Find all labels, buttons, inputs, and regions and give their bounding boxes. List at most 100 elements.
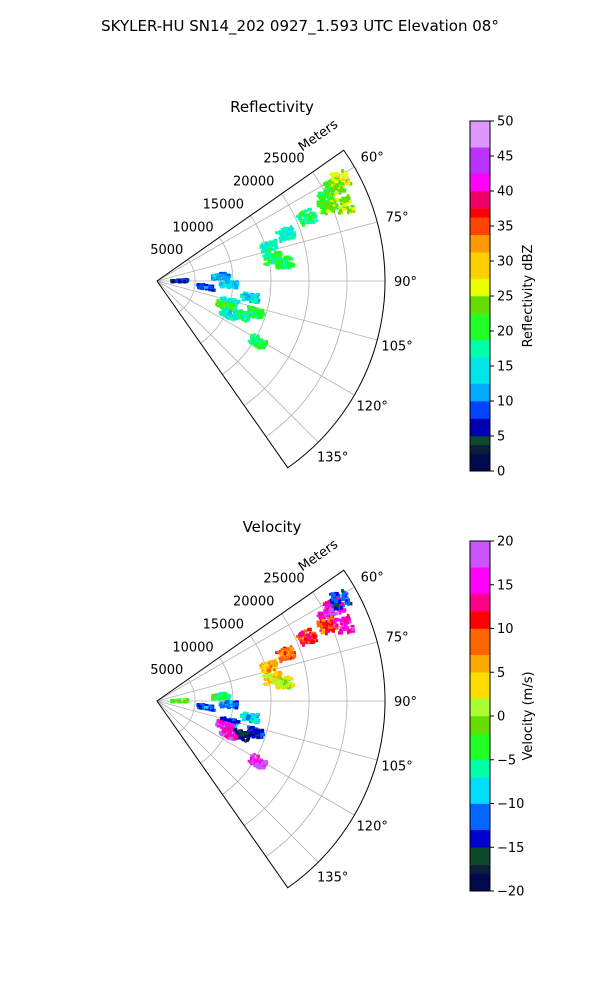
reflectivity-echo [170,278,190,284]
reflectivity-echo-gate [312,215,317,220]
velocity-colorbar-segment [470,768,490,778]
reflectivity-echo-gate [224,298,228,301]
reflectivity-echo-gate [290,263,295,268]
reflectivity-echo-gate [321,192,326,196]
reflectivity-echo [332,193,356,215]
velocity-echo-gate [266,669,269,672]
velocity-echo-gate [346,596,349,599]
reflectivity-echo-gate [246,295,251,299]
velocity-echo-gate [254,717,258,722]
velocity-echo-gate [270,681,275,685]
reflectivity-echo-gate [341,211,344,215]
reflectivity-echo-gate [265,262,268,265]
reflectivity-echo [296,207,319,227]
velocity-colorbar-segment [470,882,490,892]
reflectivity-echo-gate [246,312,249,315]
velocity-echo-gate [249,719,252,724]
velocity-azimuth-tick-label: 60° [361,571,384,586]
velocity-echo-gate [259,735,263,739]
reflectivity-echo-gate [220,302,225,306]
reflectivity-echo-gate [229,314,232,318]
reflectivity-echo-gate [222,309,227,314]
velocity-echo [259,658,278,675]
reflectivity-echo-gate [199,283,205,287]
reflectivity-echo-gate [287,263,290,268]
velocity-echo-gate [264,669,267,674]
velocity-echo-gate [289,652,293,655]
velocity-echo-gate [256,735,261,739]
velocity-echo-gate [310,631,316,636]
reflectivity-echo-gate [277,251,283,256]
velocity-echo-gate [231,718,236,723]
velocity-colorbar-segment [470,611,490,621]
velocity-echo-gate [241,718,246,722]
reflectivity-echo-gate [310,220,315,224]
velocity-colorbar-segment [470,847,490,857]
velocity-echo-gate [290,683,295,688]
reflectivity-echo-gate [278,236,282,241]
velocity-echo-gate [298,633,301,637]
reflectivity-echo-gate [197,285,203,289]
velocity-echo-gate [233,731,236,736]
reflectivity-echo-gate [347,198,350,201]
reflectivity-echo-gate [347,182,350,186]
velocity-colorbar-segment [470,549,490,559]
reflectivity-colorbar-segment [470,331,490,341]
reflectivity-colorbar-segment [470,444,490,454]
reflectivity-echo-gate [254,310,259,313]
reflectivity-echo-gate [252,309,257,312]
velocity-echo-gate [324,601,329,605]
velocity-echo [247,753,269,770]
reflectivity-echo-gate [332,199,335,203]
velocity-echo-gate [276,651,281,655]
velocity-echo-gate [216,724,221,728]
velocity-echo-gate [348,602,353,606]
velocity-range-tick-label: 25000 [263,572,304,587]
velocity-echo-gate [197,705,203,709]
velocity-echo-gate [322,626,328,629]
velocity-echo-gate [263,761,269,765]
velocity-echo-gate [235,723,238,728]
reflectivity-echo-gate [197,286,199,289]
velocity-echo-gate [283,651,286,656]
velocity-echo-gate [272,659,277,664]
velocity-echo-gate [325,632,328,636]
velocity-colorbar-tick-label: 15 [497,578,514,593]
velocity-colorbar-segment [470,646,490,656]
reflectivity-echo-gate [254,342,260,347]
reflectivity-echo-gate [302,223,306,226]
reflectivity-echo-gate [241,316,244,321]
velocity-echo-gate [309,631,313,635]
velocity-azimuth-tick-label: 135° [317,871,348,886]
velocity-colorbar-segment [470,777,490,787]
reflectivity-colorbar-segment [470,296,490,306]
velocity-echo-gate [272,663,278,667]
reflectivity-echo-gate [244,312,249,315]
reflectivity-echo-gate [247,315,252,318]
velocity-echo-gate [341,623,347,627]
reflectivity-colorbar-segment [470,217,490,227]
reflectivity-echo-gate [250,336,253,341]
reflectivity-echo-gate [272,255,276,258]
velocity-echo-gate [220,701,223,706]
reflectivity-echo-gate [290,257,294,261]
reflectivity-echo-gate [341,203,347,207]
reflectivity-echo-gate [228,306,234,311]
velocity-echo-gate [270,667,273,671]
reflectivity-colorbar-tick-label: 10 [497,395,514,410]
reflectivity-echo-gate [265,340,269,344]
reflectivity-range-ring [222,215,272,375]
reflectivity-echo [211,271,232,281]
reflectivity-echo-gate [196,283,200,287]
velocity-echo-gate [344,601,348,605]
reflectivity-echo-gate [253,333,256,336]
velocity-echo-gate [251,719,257,724]
reflectivity-echo-gate [233,311,236,316]
reflectivity-colorbar-segment [470,147,490,157]
velocity-echo-gate [250,756,255,760]
reflectivity-echo-gate [351,207,355,211]
velocity-echo-gate [323,610,329,614]
reflectivity-colorbar-tick-label: 0 [497,465,505,480]
velocity-echo-gate [322,621,327,626]
